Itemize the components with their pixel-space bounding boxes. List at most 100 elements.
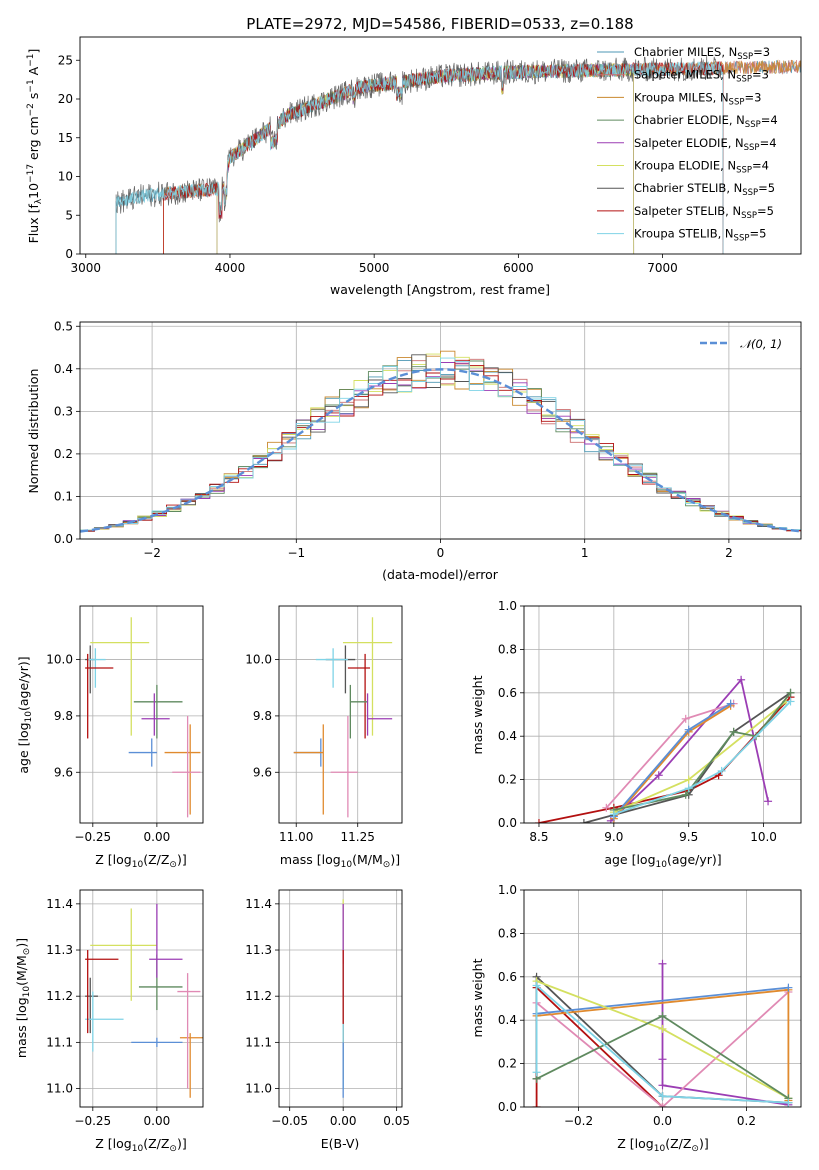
x-tick-label: 0 (437, 546, 445, 560)
y-tick-label: 11.2 (245, 989, 272, 1003)
plot-area (85, 903, 203, 1098)
legend-label-sub: SSP (736, 75, 752, 85)
weight-line (583, 692, 792, 823)
y-tick-label: 9.6 (54, 765, 73, 779)
x-tick-label: 1 (581, 546, 589, 560)
age-z-xlabel: Z [log10(Z/Z⊙)] (95, 852, 186, 870)
mass-z-panel: −0.25 0.00 11.0 11.1 11.2 11.3 11.4 (46, 889, 204, 1128)
x-tick-label: −1 (287, 546, 305, 560)
spectrum-ylabel: Flux [fλ10−17 erg cm−2 s−1 A−1] (26, 49, 44, 244)
y-tick-label: 11.2 (46, 989, 73, 1003)
x-tick-label: 6000 (503, 261, 534, 275)
y-tick-label: 0.0 (498, 1100, 517, 1114)
legend-label: 𝒩(0, 1) (740, 337, 782, 351)
x-tick-label: 2 (725, 546, 733, 560)
legend-label-suffix: =4 (760, 136, 777, 150)
x-tick-label: 11.00 (279, 830, 313, 844)
spectrum-line (216, 63, 635, 254)
plot-area (532, 959, 793, 1107)
y-tick-label: 0.4 (54, 362, 73, 376)
y-tick-label: 20 (58, 92, 73, 106)
y-tick-label: 0.2 (54, 447, 73, 461)
y-tick-label: 0.4 (498, 1013, 517, 1027)
legend-label-suffix: =3 (744, 90, 761, 104)
y-tick-label: 10.0 (245, 653, 272, 667)
weight-line (610, 677, 769, 822)
legend-label-suffix: =4 (761, 113, 778, 127)
plot-area (534, 675, 795, 823)
weight-line (536, 991, 790, 1107)
y-tick-label: 0.4 (498, 729, 517, 743)
weight-line (661, 963, 789, 1106)
y-tick-label: 11.3 (46, 943, 73, 957)
y-tick-label: 0 (65, 247, 73, 261)
y-tick-label: 11.4 (245, 897, 272, 911)
legend-label: Chabrier STELIB, NSSP=5 (634, 181, 775, 198)
y-tick-label: 0.2 (498, 1057, 517, 1071)
mass-ebv-xlabel: E(B-V) (321, 1136, 360, 1151)
legend-label-text: Chabrier MILES, N (634, 45, 737, 59)
legend-label-suffix: =5 (749, 227, 766, 241)
x-tick-label: 9.0 (604, 830, 623, 844)
x-tick-label: 0.00 (144, 830, 171, 844)
y-tick-label: 1.0 (498, 599, 517, 613)
legend-label: Chabrier MILES, NSSP=3 (634, 45, 770, 62)
x-tick-label: 11.25 (341, 830, 375, 844)
mass-z-ylabel: mass [log10(M/M⊙)] (14, 938, 32, 1058)
y-tick-label: 0.8 (498, 926, 517, 940)
legend-label-text: Salpeter STELIB, N (634, 204, 741, 218)
mass-ebv-panel: −0.05 0.00 0.05 11.0 11.1 11.2 11.3 11.4 (245, 889, 410, 1128)
weight-age-panel: 8.5 9.0 9.5 10.0 0.0 0.2 0.4 0.6 0.8 1.0 (498, 599, 802, 844)
residual-ylabel: Normed distribution (26, 369, 41, 494)
x-tick-label: 0.2 (737, 1114, 756, 1128)
legend-label: Salpeter STELIB, NSSP=5 (634, 204, 774, 221)
age-mass-xlabel: mass [log10(M/M⊙)] (280, 852, 400, 870)
legend-label: Kroupa MILES, NSSP=3 (634, 90, 761, 107)
y-tick-label: 15 (58, 131, 73, 145)
legend-label-sub: SSP (744, 143, 760, 153)
legend-label-text: Kroupa ELODIE, N (634, 159, 736, 173)
y-tick-label: 11.1 (245, 1035, 272, 1049)
x-tick-label: −0.2 (564, 1114, 593, 1128)
x-tick-label: −0.05 (271, 1114, 308, 1128)
figure-title: PLATE=2972, MJD=54586, FIBERID=0533, z=0… (246, 15, 633, 33)
spectrum-line (163, 59, 801, 254)
legend-label-text: Kroupa STELIB, N (634, 227, 734, 241)
y-tick-label: 10 (58, 170, 73, 184)
spectrum-line (115, 56, 724, 254)
x-tick-label: 0.00 (330, 1114, 357, 1128)
y-tick-label: 11.0 (245, 1082, 272, 1096)
y-tick-label: 9.8 (54, 709, 73, 723)
weight-line (535, 983, 789, 1104)
plot-area (293, 617, 393, 818)
residual-xlabel: (data-model)/error (382, 567, 499, 582)
axes-frame (278, 605, 403, 824)
x-tick-label: 4000 (215, 261, 246, 275)
residual-panel: −2 −1 0 1 2 0.0 0.1 0.2 0.3 0.4 0.5 𝒩(0, 1) (54, 319, 802, 560)
x-tick-label: 10.0 (750, 830, 777, 844)
age-z-ylabel: age [log10(age/yr)] (16, 656, 34, 773)
age-mass-panel: 11.00 11.25 9.6 9.8 10.0 (245, 605, 403, 844)
plot-area (85, 617, 201, 818)
weight-z-xlabel: Z [log10(Z/Z⊙)] (617, 1136, 708, 1154)
y-tick-label: 11.1 (46, 1035, 73, 1049)
mass-z-xlabel: Z [log10(Z/Z⊙)] (95, 1136, 186, 1154)
x-tick-label: −0.25 (74, 1114, 111, 1128)
legend-label-suffix: =3 (752, 68, 769, 82)
legend-label: Salpeter MILES, NSSP=3 (634, 68, 769, 85)
legend-label: Kroupa ELODIE, NSSP=4 (634, 159, 769, 176)
axes-frame (278, 889, 403, 1108)
x-tick-label: 7000 (647, 261, 678, 275)
axes-frame (523, 605, 802, 824)
legend-label-suffix: =5 (757, 204, 774, 218)
y-tick-label: 0.8 (498, 642, 517, 656)
spectrum-xlabel: wavelength [Angstrom, rest frame] (330, 282, 550, 297)
x-tick-label: −2 (143, 546, 161, 560)
legend-label-text: Salpeter ELODIE, N (634, 136, 744, 150)
weight-z-panel: −0.2 0.0 0.2 0.0 0.2 0.4 0.6 0.8 1.0 (498, 883, 802, 1128)
legend-label-sub: SSP (729, 97, 745, 107)
weight-age-xlabel: age [log10(age/yr)] (604, 852, 721, 870)
x-tick-label: 9.5 (679, 830, 698, 844)
axes-frame (523, 889, 802, 1108)
